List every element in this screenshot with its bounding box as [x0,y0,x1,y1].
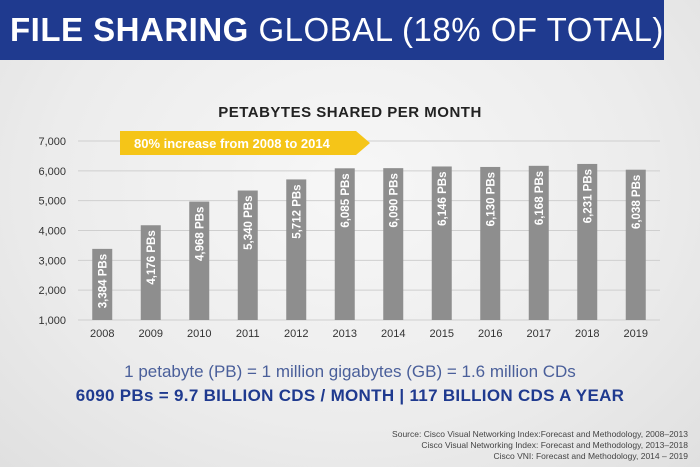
bar [334,168,355,320]
x-tick-label: 2013 [333,328,357,340]
source-line: Cisco VNI: Forecast and Methodology, 201… [493,451,688,461]
x-tick-label: 2010 [187,328,211,340]
bar [189,201,210,320]
x-tick-label: 2017 [527,328,551,340]
bar-data-label: 6,038 PBs [631,175,643,229]
chart-title: PETABYTES SHARED PER MONTH [218,104,482,121]
bar-data-label: 6,168 PBs [534,171,546,225]
source-line: Cisco Visual Networking Index: Forecast … [421,440,688,450]
bar-data-label: 6,130 PBs [485,172,497,226]
x-tick-label: 2009 [139,328,163,340]
y-tick-label: 6,000 [38,166,66,178]
bar [237,190,258,320]
source-line: Source: Cisco Visual Networking Index:Fo… [392,429,688,439]
title-banner: FILE SHARING GLOBAL (18% OF TOTAL) [0,0,664,60]
page-title-light: GLOBAL (18% OF TOTAL) [258,11,664,48]
bar-data-label: 6,085 PBs [340,173,352,227]
x-tick-label: 2008 [90,328,114,340]
y-tick-label: 4,000 [38,226,66,238]
x-tick-label: 2018 [575,328,599,340]
cd-equivalence: 6090 PBs = 9.7 BILLION CDS / MONTH | 117… [75,386,625,405]
bar [528,165,549,320]
x-tick-label: 2016 [478,328,502,340]
y-tick-label: 3,000 [38,255,66,267]
x-tick-label: 2014 [381,328,405,340]
bar-data-label: 3,384 PBs [97,254,109,308]
bar-data-label: 4,176 PBs [146,230,158,284]
bar [383,168,404,320]
bar [140,225,161,320]
y-tick-label: 1,000 [38,315,66,327]
bar-data-label: 5,712 PBs [291,184,303,238]
y-tick-label: 2,000 [38,285,66,297]
y-tick-label: 7,000 [38,136,66,148]
bar [577,163,598,320]
petabyte-definition: 1 petabyte (PB) = 1 million gigabytes (G… [124,362,576,381]
increase-callout: 80% increase from 2008 to 2014 [120,131,370,155]
bar-data-label: 6,146 PBs [437,171,449,225]
bar [431,166,452,320]
x-tick-label: 2019 [624,328,648,340]
bar-data-label: 5,340 PBs [243,196,255,250]
x-tick-label: 2011 [236,328,260,340]
bar [480,166,501,320]
x-tick-label: 2015 [430,328,454,340]
bar [92,248,113,320]
x-tick-label: 2012 [284,328,308,340]
bar-data-label: 6,231 PBs [582,169,594,223]
bar [286,179,307,320]
bar [625,169,646,320]
sources: Source: Cisco Visual Networking Index:Fo… [392,429,688,462]
page-title: FILE SHARING GLOBAL (18% OF TOTAL) [10,11,664,49]
bar-data-label: 4,968 PBs [194,207,206,261]
bar-data-label: 6,090 PBs [388,173,400,227]
y-tick-label: 5,000 [38,196,66,208]
page-title-bold: FILE SHARING [10,11,249,48]
